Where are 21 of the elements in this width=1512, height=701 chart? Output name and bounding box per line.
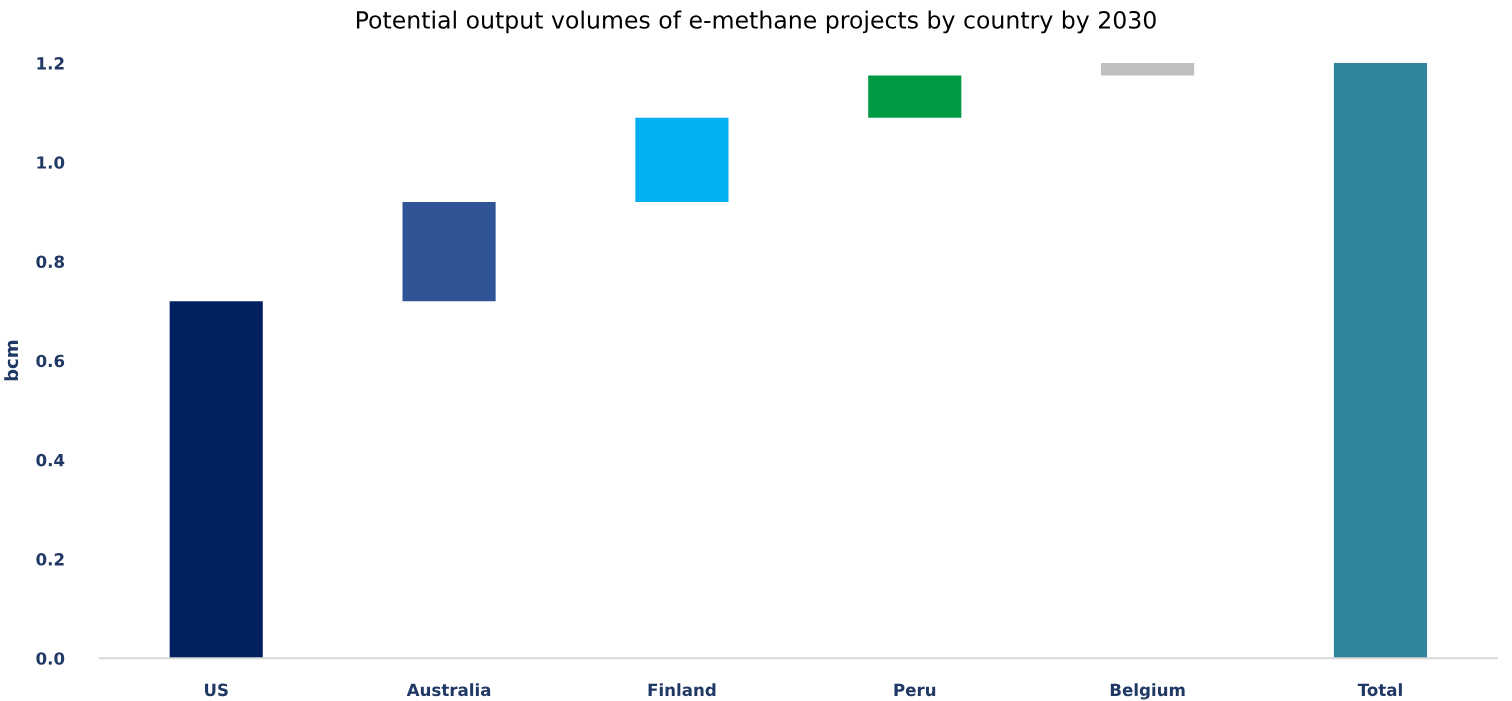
bar	[1333, 63, 1428, 659]
x-tick-label: Total	[1357, 683, 1402, 697]
y-tick-label: 0.6	[36, 354, 65, 368]
x-tick-label: Belgium	[1110, 683, 1185, 700]
bar	[635, 117, 729, 202]
y-tick-label: 0.0	[36, 652, 65, 665]
x-tick-label: US	[204, 683, 228, 697]
x-tick-label: Australia	[406, 683, 491, 697]
bar	[868, 75, 962, 118]
y-tick-label: 1.2	[37, 57, 64, 70]
x-tick-label: Finland	[648, 683, 716, 697]
chart-title: Potential output volumes of e-methane projects by country by 2030	[356, 10, 1156, 34]
y-tick-label: 0.8	[36, 255, 65, 269]
y-tick-label: 1.0	[37, 156, 65, 169]
x-tick-label: Peru	[894, 683, 936, 697]
bar	[1101, 63, 1195, 76]
y-tick-label: 0.2	[36, 553, 64, 566]
y-tick-label: 0.4	[36, 453, 65, 467]
bar	[169, 301, 263, 659]
y-axis-title: bcm	[4, 340, 19, 381]
bar	[402, 201, 496, 302]
